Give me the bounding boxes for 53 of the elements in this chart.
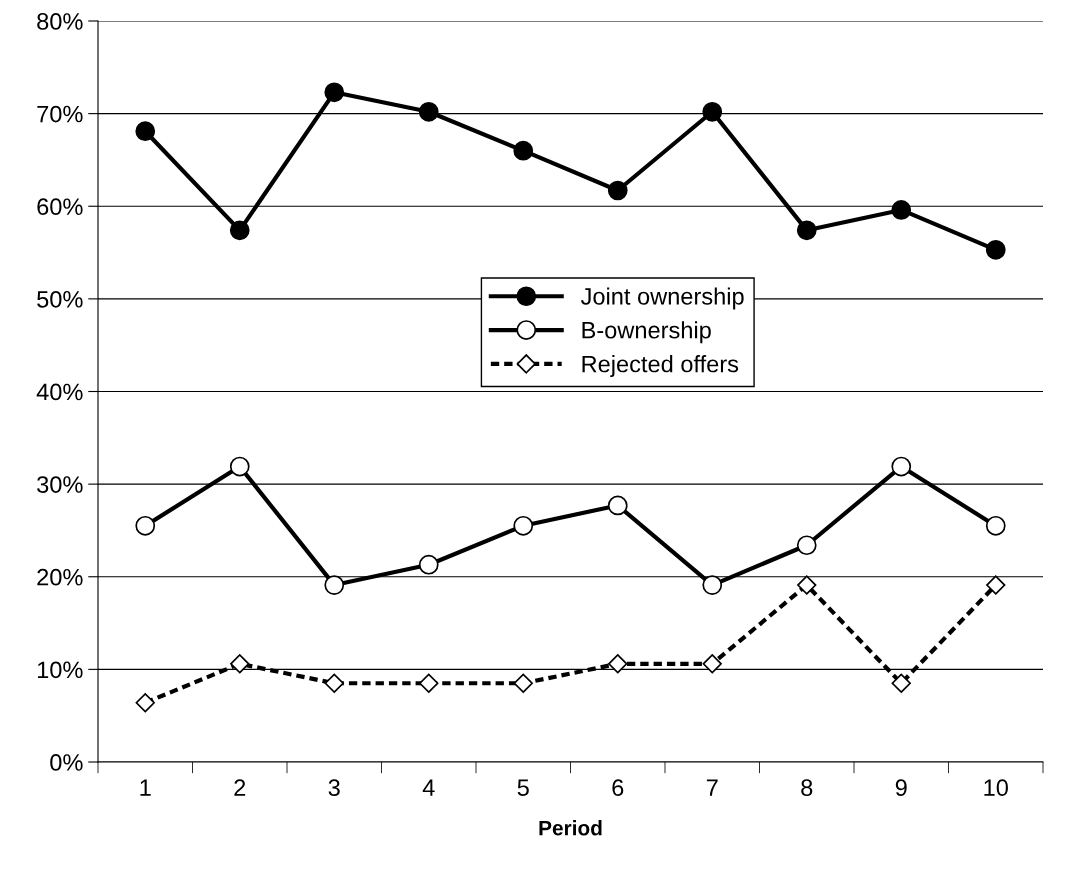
y-tick-label: 50% (37, 290, 83, 308)
point (986, 575, 1006, 595)
x-tick-label: 1 (140, 779, 151, 796)
point (608, 654, 628, 674)
point (229, 220, 250, 241)
point (891, 673, 911, 693)
point (607, 180, 628, 201)
point (796, 220, 817, 241)
point (419, 673, 439, 693)
y-tick-label: 60% (37, 198, 83, 216)
x-tick-label: 3 (328, 779, 340, 797)
y-tick-label: 30% (37, 476, 83, 493)
y-tick-label: 80% (37, 13, 83, 30)
x-tick-label: 2 (234, 779, 246, 796)
point (324, 82, 345, 103)
x-tick-label: 8 (801, 779, 813, 797)
x-axis-title: Period (539, 820, 602, 836)
point (513, 673, 533, 693)
point (324, 673, 344, 693)
legend-label: Joint ownership (580, 287, 744, 310)
point (513, 515, 534, 536)
legend-label: B-ownership (582, 321, 711, 344)
y-tick-label: 20% (37, 568, 83, 586)
point (702, 101, 723, 122)
point (985, 515, 1006, 536)
y-tick-label: 40% (36, 383, 83, 401)
point (607, 495, 628, 516)
y-tick-label: 70% (37, 105, 83, 123)
x-tick-label: 4 (422, 779, 435, 796)
legend-label: Rejected offers (582, 355, 739, 378)
point (135, 693, 155, 713)
point (891, 200, 912, 220)
point (229, 456, 250, 477)
x-tick-label: 6 (612, 779, 624, 797)
point (324, 575, 345, 595)
point (135, 121, 156, 142)
x-tick-label: 7 (706, 779, 718, 796)
point (985, 239, 1006, 260)
point (418, 554, 439, 575)
point (135, 515, 156, 536)
point (513, 140, 534, 161)
y-tick-label: 0% (50, 754, 83, 771)
point (796, 535, 817, 556)
x-tick-label: 9 (895, 779, 907, 797)
point (418, 101, 439, 122)
point (230, 654, 250, 674)
point (702, 575, 723, 595)
point (797, 575, 817, 595)
point (702, 654, 722, 674)
y-tick-label: 10% (37, 661, 83, 679)
x-tick-label: 10 (984, 779, 1008, 797)
x-tick-label: 5 (517, 779, 529, 797)
point (891, 456, 912, 477)
